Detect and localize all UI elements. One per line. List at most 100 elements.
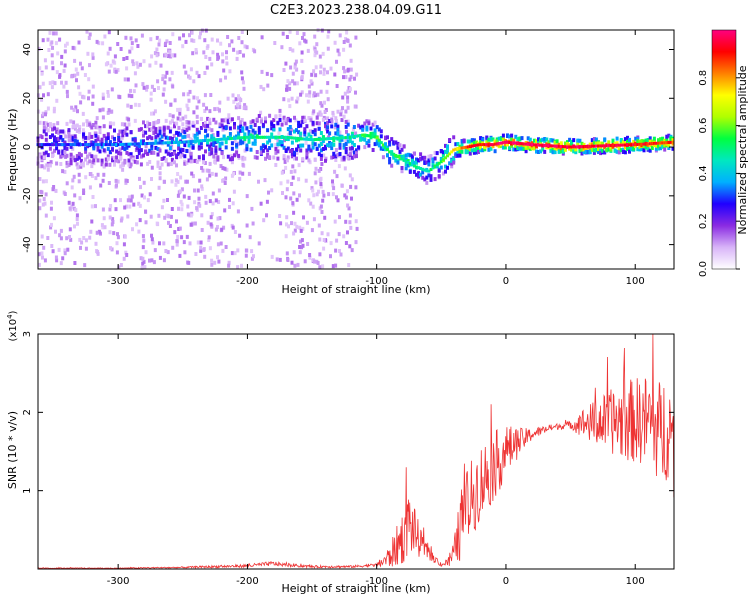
snr-y-tick-label: 3: [22, 331, 33, 337]
spectrogram-cell: [297, 130, 301, 135]
spectrogram-cell: [301, 157, 305, 162]
spectrogram-cell: [479, 139, 483, 144]
spectrogram-cell: [152, 150, 156, 155]
spectrogram-cell: [187, 126, 191, 131]
spectrogram-cell: [458, 153, 462, 158]
spectrogram-cell: [349, 184, 353, 189]
spectrogram-cell: [79, 100, 83, 105]
spectrogram-cell: [333, 219, 337, 224]
spectrogram-cell: [241, 136, 245, 140]
spectrogram-cell: [508, 141, 512, 144]
spectrogram-cell: [216, 132, 220, 137]
colorbar-tick-label: 0.4: [698, 165, 709, 181]
spectrogram-cell: [361, 127, 365, 132]
spectrogram-cell: [514, 141, 518, 145]
spectrogram-cell: [63, 248, 67, 253]
snr-y-tick-label: 1: [22, 487, 33, 493]
spectrogram-cell: [96, 147, 100, 152]
spectrogram-cell: [104, 136, 108, 141]
spectrogram-cell: [381, 144, 385, 149]
spectrogram-cell: [48, 143, 52, 147]
spectrogram-cell: [88, 235, 92, 240]
spectrogram-cell: [123, 77, 127, 82]
spectrogram-cell: [251, 128, 255, 133]
spectrogram-cell: [295, 150, 299, 155]
spectrogram-x-label: Height of straight line (km): [281, 283, 430, 296]
spectrogram-cell: [142, 153, 145, 158]
spectrogram-cell: [286, 179, 290, 184]
spectrogram-cell: [48, 30, 52, 35]
spectrogram-cell: [390, 151, 394, 155]
spectrogram-cell: [125, 132, 129, 137]
spectrogram-cell: [76, 71, 80, 76]
spectrogram-cell: [222, 137, 226, 141]
spectrogram-cell: [315, 115, 319, 120]
spectrogram-cell: [67, 143, 71, 147]
spectrogram-cell: [102, 216, 106, 221]
spectrogram-cell: [423, 161, 427, 165]
spectrogram-cell: [319, 142, 323, 146]
spectrogram-cell: [346, 203, 350, 208]
spectrogram-cell: [123, 234, 127, 239]
spectrogram-cell: [187, 140, 191, 144]
spectrogram-cell: [340, 118, 344, 122]
spectrogram-cell: [394, 158, 398, 163]
spectrogram-cell: [63, 150, 67, 155]
spectrogram-cell: [657, 141, 660, 145]
spectrogram-cell: [210, 62, 214, 67]
spectrogram-cell: [535, 139, 538, 144]
spectrogram-cell: [334, 158, 338, 162]
spectrogram-cell: [501, 141, 505, 145]
spectrogram-cell: [125, 145, 129, 150]
spectrogram-cell: [311, 188, 315, 193]
spectrogram-cell: [41, 202, 45, 207]
spectrogram-cell: [116, 42, 120, 46]
spectrogram-cell: [228, 69, 232, 74]
spectrogram-cell: [181, 116, 185, 121]
spectrogram-cell: [506, 140, 509, 144]
spectrogram-cell: [264, 145, 267, 150]
spectrogram-cell: [652, 136, 656, 141]
spectrogram-cell: [180, 207, 184, 212]
spectrogram-cell: [171, 245, 175, 250]
spectrogram-cell: [170, 137, 174, 141]
spectrogram-cell: [108, 121, 112, 126]
spectrogram-cell: [125, 204, 128, 209]
spectrogram-cell: [650, 146, 654, 150]
spectrogram-cell: [623, 150, 627, 155]
spectrogram-cell: [415, 157, 418, 162]
spectrogram-cell: [285, 251, 289, 256]
spectrogram-cell: [150, 233, 153, 238]
figure-title: C2E3.2023.238.04.09.G11: [270, 3, 442, 18]
spectrogram-cell: [142, 133, 145, 138]
spectrogram-cell: [144, 220, 148, 225]
spectrogram-cell: [317, 168, 321, 173]
spectrogram-cell: [80, 240, 84, 245]
spectrogram-cell: [197, 157, 201, 162]
spectrogram-cell: [168, 224, 172, 228]
spectrogram-cell: [646, 142, 650, 146]
spectrogram-cell: [326, 70, 329, 75]
spectrogram-cell: [578, 149, 582, 154]
spectrogram-cell: [236, 209, 240, 214]
spectrogram-cell: [342, 66, 346, 71]
spectrogram-cell: [142, 180, 146, 185]
spectrogram-cell: [184, 179, 188, 184]
spectrogram-cell: [170, 207, 174, 211]
spectrogram-cell: [615, 149, 619, 154]
spectrogram-cell: [532, 143, 536, 147]
spectrogram-cell: [285, 84, 289, 89]
spectrogram-cell: [621, 143, 625, 147]
spectrogram-cell: [280, 122, 284, 127]
spectrogram-cell: [582, 150, 586, 155]
spectrogram-cell: [57, 247, 61, 252]
spectrogram-cell: [324, 124, 327, 129]
spectrogram-cell: [472, 138, 476, 143]
spectrogram-cell: [77, 40, 81, 45]
spectrogram-cell: [332, 151, 336, 156]
spectrogram-cell: [186, 204, 190, 209]
spectrogram-y-tick-label: 40: [22, 43, 33, 56]
spectrogram-cell: [638, 147, 642, 152]
spectrogram-cell: [113, 128, 116, 133]
spectrogram-cell: [230, 39, 234, 44]
